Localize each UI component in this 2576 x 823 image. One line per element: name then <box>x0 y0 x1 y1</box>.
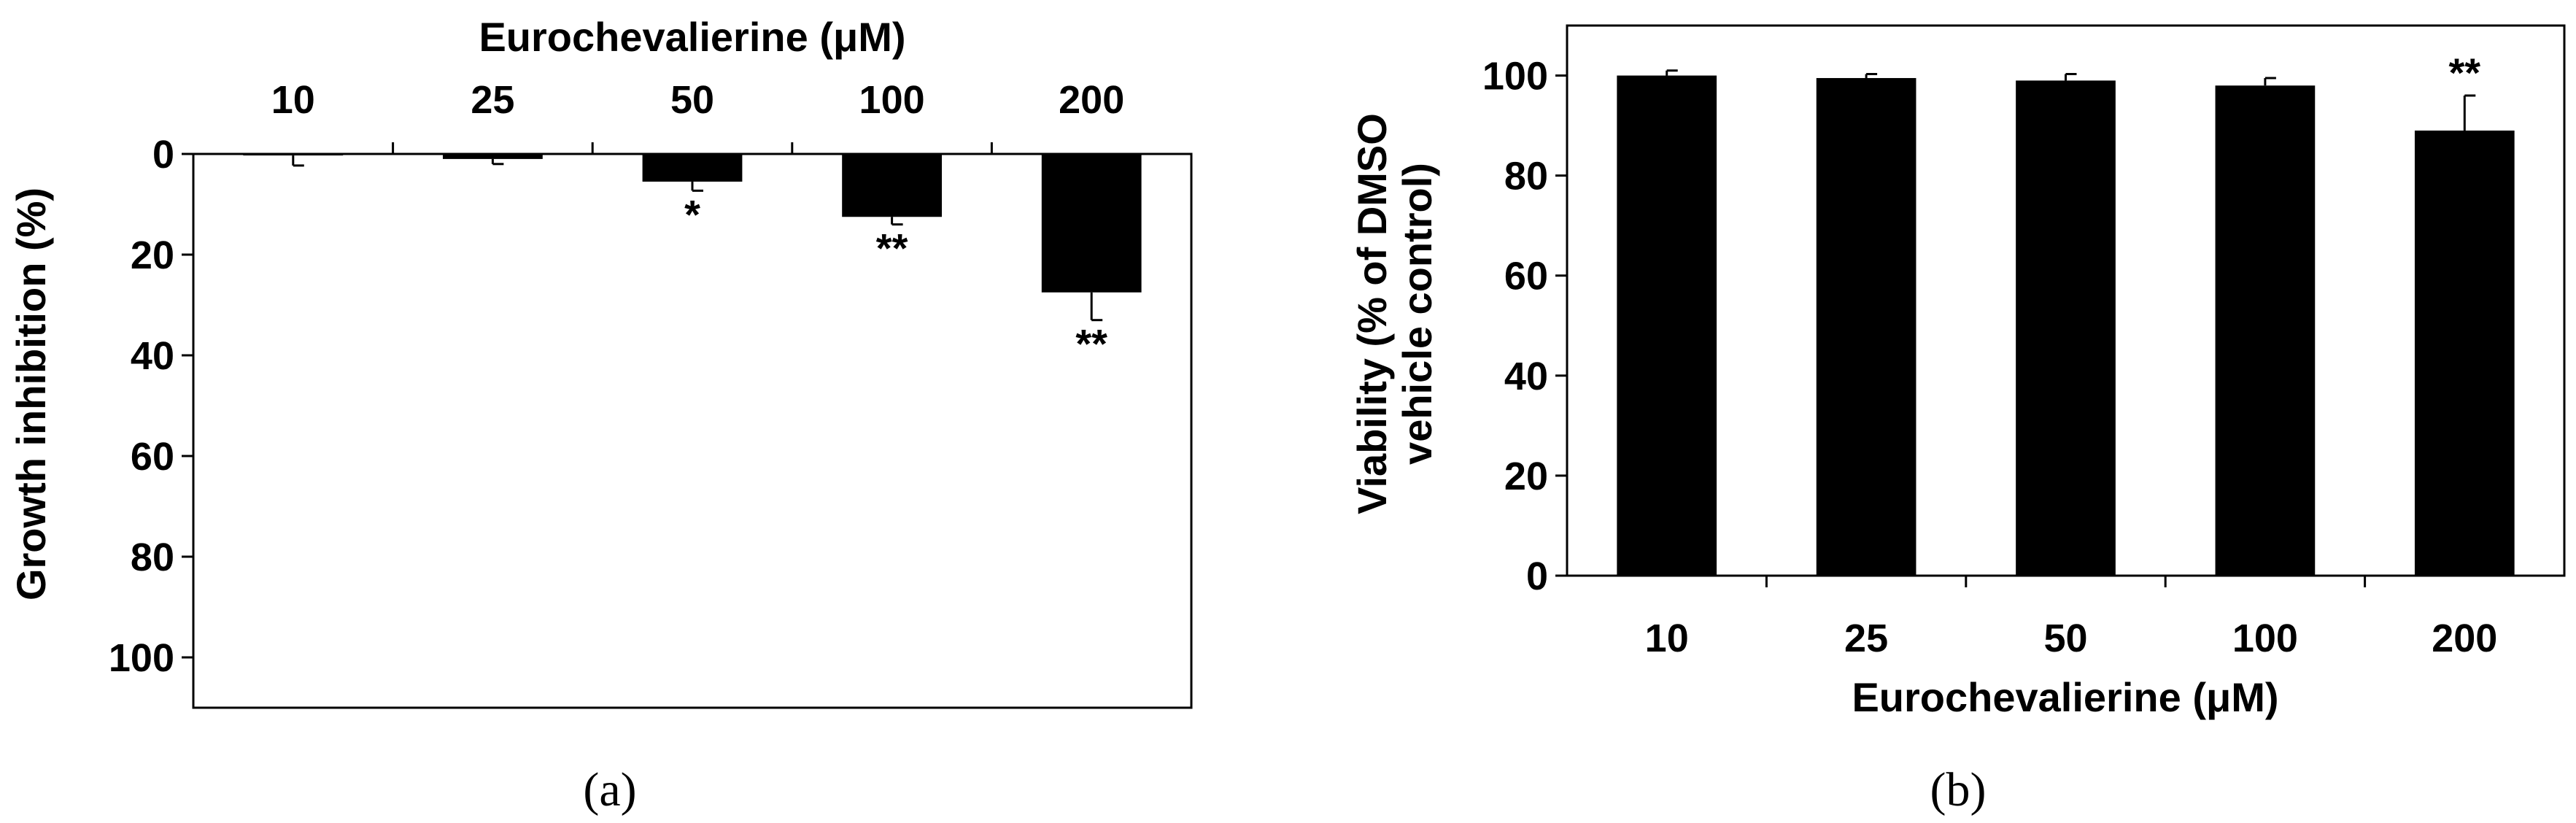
bars-b: ** <box>1617 50 2515 576</box>
y-tick-label: 60 <box>1504 255 1548 298</box>
y-tick-label: 60 <box>131 435 174 479</box>
x-tick-label: 100 <box>859 78 925 122</box>
significance-label: ** <box>2449 50 2481 96</box>
y-axis-title-a: Growth inhibition (%) <box>8 188 54 600</box>
y-axis-title-b-line2: vehicle control) <box>1394 163 1440 465</box>
bar <box>2414 130 2515 576</box>
x-tick-label: 200 <box>2432 617 2497 660</box>
y-tick-label: 0 <box>1526 555 1548 598</box>
bar <box>2016 80 2116 576</box>
x-tick-label: 50 <box>670 78 714 122</box>
panel-label-a: (a) <box>583 763 636 816</box>
x-tick-label: 25 <box>1844 617 1888 660</box>
bar <box>842 154 942 217</box>
y-tick-label: 20 <box>131 233 174 277</box>
bar <box>1617 75 1717 576</box>
significance-label: ** <box>876 225 908 271</box>
bar <box>443 154 543 159</box>
significance-label: * <box>684 191 700 237</box>
y-tick-label: 100 <box>109 636 174 680</box>
growth-inhibition-chart: Eurochevalierine (μM) Growth inhibition … <box>8 14 1193 816</box>
y-axis-title-b-line1: Viability (% of DMSO <box>1349 113 1395 514</box>
bar <box>1041 154 1142 293</box>
bar <box>2215 85 2316 576</box>
bars-a: ***** <box>243 154 1142 367</box>
y-tick-label: 80 <box>1504 155 1548 198</box>
x-tick-label: 200 <box>1059 78 1124 122</box>
viability-chart: Eurochevalierine (μM) Viability (% of DM… <box>1349 24 2566 816</box>
x-tick-label: 10 <box>1645 617 1689 660</box>
y-tick-label: 80 <box>131 536 174 579</box>
significance-label: ** <box>1075 321 1107 367</box>
bar <box>642 154 743 182</box>
bar <box>243 154 344 156</box>
x-tick-label: 25 <box>471 78 514 122</box>
y-tick-labels-b: 0 20 40 60 80 100 <box>1482 55 1567 598</box>
y-tick-label: 40 <box>131 334 174 378</box>
x-tick-label: 50 <box>2043 617 2087 660</box>
y-tick-label: 100 <box>1482 55 1548 98</box>
y-tick-labels-a: 0 20 40 60 80 100 <box>109 133 193 680</box>
x-tick-label: 10 <box>271 78 315 122</box>
x-tick-labels-a: 10 25 50 100 200 <box>271 78 1124 154</box>
panel-label-b: (b) <box>1930 763 1987 816</box>
y-tick-label: 0 <box>152 133 174 177</box>
bar <box>1816 77 1916 576</box>
x-tick-labels-b: 10 25 50 100 200 <box>1645 576 2497 660</box>
y-tick-label: 20 <box>1504 455 1548 498</box>
x-axis-title-b: Eurochevalierine (μM) <box>1852 674 2278 720</box>
y-tick-label: 40 <box>1504 355 1548 398</box>
y-axis-title-b: Viability (% of DMSO vehicle control) <box>1349 113 1440 514</box>
x-tick-label: 100 <box>2232 617 2298 660</box>
x-axis-title-a: Eurochevalierine (μM) <box>479 14 905 60</box>
